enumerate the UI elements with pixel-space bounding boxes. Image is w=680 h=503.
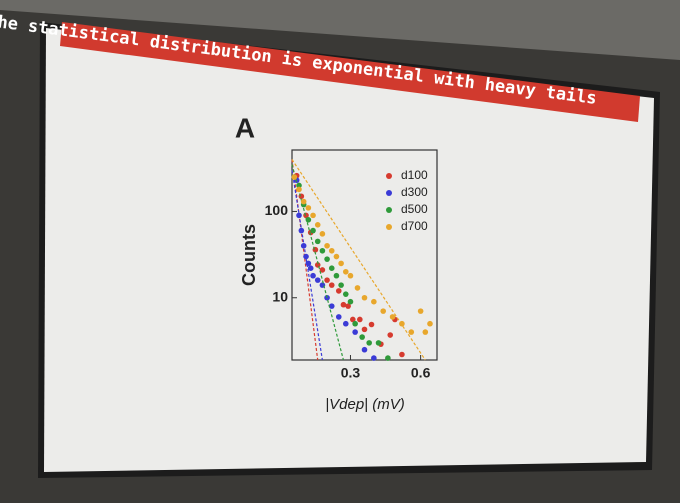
data-point [296,186,302,193]
data-point [296,212,302,219]
title-band [60,22,640,122]
data-point [300,198,307,205]
data-point [314,222,321,228]
y-tick-label: 10 [272,288,288,304]
data-point [338,260,344,267]
data-point [324,242,330,249]
fit-line [291,159,426,361]
data-point [340,301,347,308]
legend-label: d500 [401,202,428,216]
data-point [399,320,405,327]
data-point [380,308,387,314]
x-tick-label: 0.6 [411,365,431,381]
data-point [298,227,305,234]
data-point [399,351,405,358]
legend-label: d300 [401,185,428,199]
data-point [310,212,316,219]
data-point [361,326,368,333]
data-point [345,303,351,309]
data-point [347,272,354,279]
data-point [389,314,396,320]
data-point [328,265,335,271]
data-point [342,291,349,297]
data-point [352,329,358,335]
data-point [422,329,429,335]
data-point [335,314,342,320]
legend-marker [386,190,392,196]
data-point [359,334,365,340]
data-point [350,316,356,323]
data-point [352,320,358,327]
data-point [328,282,335,288]
data-point [427,320,433,327]
legend-marker [386,224,392,230]
fit-line [291,159,319,361]
data-point [314,277,321,283]
data-point [296,182,302,189]
data-point [361,346,368,353]
data-point [361,294,368,301]
data-point [417,308,424,314]
data-point [375,340,382,346]
legend-marker [386,207,392,213]
data-point [333,253,340,260]
legend-marker [386,173,392,179]
data-point [333,272,340,279]
data-point [319,231,326,237]
data-point [338,282,344,288]
data-point [371,298,377,305]
data-point [408,329,415,335]
data-point [305,205,312,211]
data-point [366,340,372,346]
data-point [354,285,361,291]
fit-line [291,164,345,361]
data-point [310,227,316,234]
panel-label: A [235,112,255,143]
data-point [314,238,321,245]
data-point [368,321,375,328]
data-point [310,272,316,279]
data-point [319,247,326,254]
legend-label: d100 [401,168,428,182]
data-point [324,256,330,262]
legend-label: d700 [401,219,428,233]
plot-frame [291,149,438,361]
data-point [291,174,298,180]
data-point [371,355,377,361]
plot: 10 100 0.3 0.6 d100 d300 d500 d700 [265,159,433,381]
y-axis-label: Counts [239,224,259,286]
data-point [387,332,394,338]
data-point [342,320,349,327]
data-point [305,217,312,223]
data-point [303,253,309,260]
data-point [357,316,363,323]
data-point [328,303,335,309]
x-tick-label: 0.3 [341,365,361,381]
data-point [335,288,342,294]
y-tick-label: 100 [265,202,289,218]
x-axis-label: |Vdep| (mV) [325,396,404,413]
data-point [319,267,326,273]
data-point [328,247,335,254]
data-point [305,260,312,267]
data-point [342,268,349,275]
ceiling [0,0,680,60]
slide [44,28,654,472]
data-point [347,298,354,305]
data-point [307,265,314,271]
data-point [300,242,307,249]
data-point [324,277,330,283]
data-point [385,355,391,361]
